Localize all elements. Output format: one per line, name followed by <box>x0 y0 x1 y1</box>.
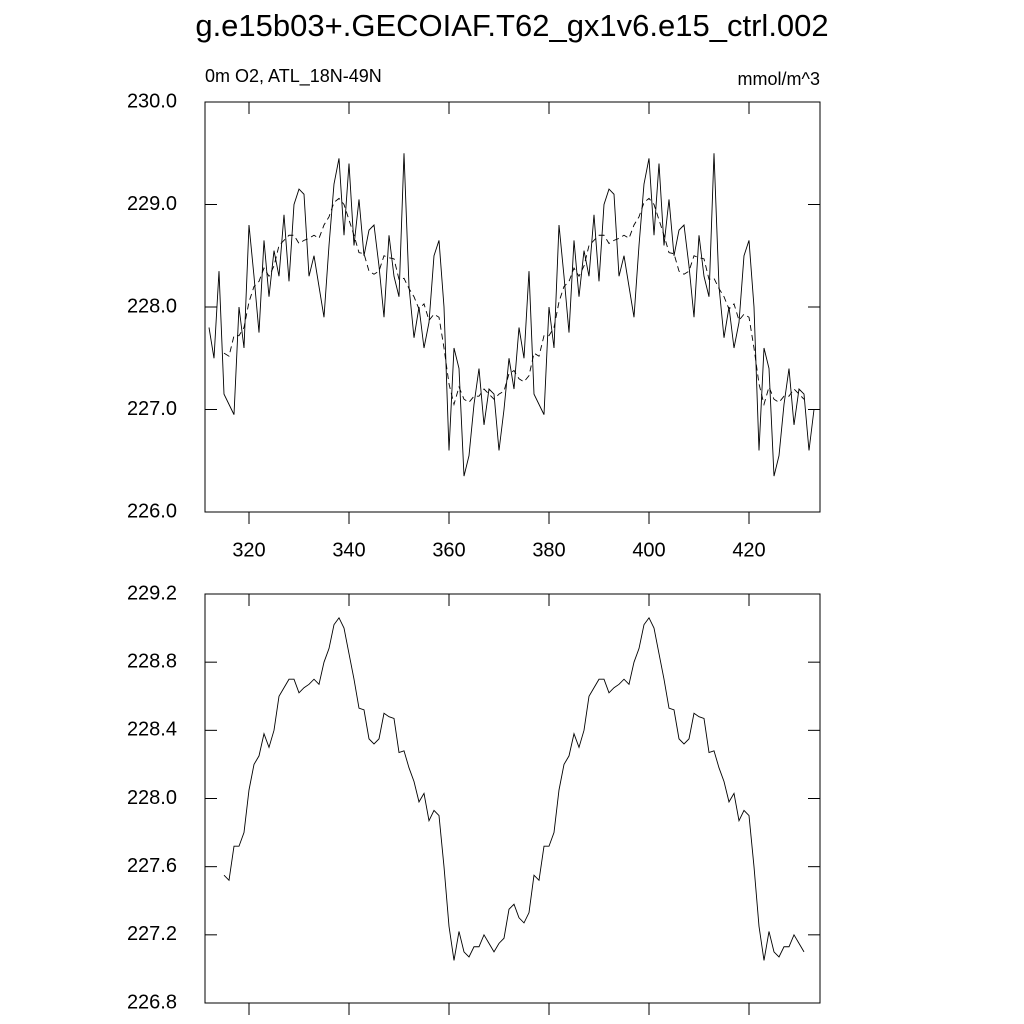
y-tick-label: 227.0 <box>127 398 177 420</box>
y-tick-label: 228.0 <box>127 295 177 317</box>
y-tick-label: 226.8 <box>127 991 177 1013</box>
x-tick-label: 400 <box>632 539 665 561</box>
units-label: mmol/m^3 <box>738 69 820 89</box>
x-tick-label: 360 <box>432 539 465 561</box>
y-tick-label: 228.8 <box>127 650 177 672</box>
data-line <box>223 197 805 407</box>
y-tick-label: 230.0 <box>127 90 177 112</box>
subtitle: 0m O2, ATL_18N-49N <box>205 66 382 87</box>
x-tick-label: 340 <box>332 539 365 561</box>
y-tick-label: 229.2 <box>127 582 177 604</box>
y-tick-label: 227.6 <box>127 855 177 877</box>
y-tick-label: 226.0 <box>127 500 177 522</box>
data-line <box>223 616 805 961</box>
x-tick-label: 380 <box>532 539 565 561</box>
y-tick-label: 228.4 <box>127 719 177 741</box>
x-tick-label: 420 <box>732 539 765 561</box>
data-line <box>208 153 815 477</box>
y-tick-label: 229.0 <box>127 193 177 215</box>
chart-title: g.e15b03+.GECOIAF.T62_gx1v6.e15_ctrl.002 <box>195 8 828 43</box>
y-tick-label: 228.0 <box>127 787 177 809</box>
x-tick-label: 320 <box>232 539 265 561</box>
y-tick-label: 227.2 <box>127 923 177 945</box>
